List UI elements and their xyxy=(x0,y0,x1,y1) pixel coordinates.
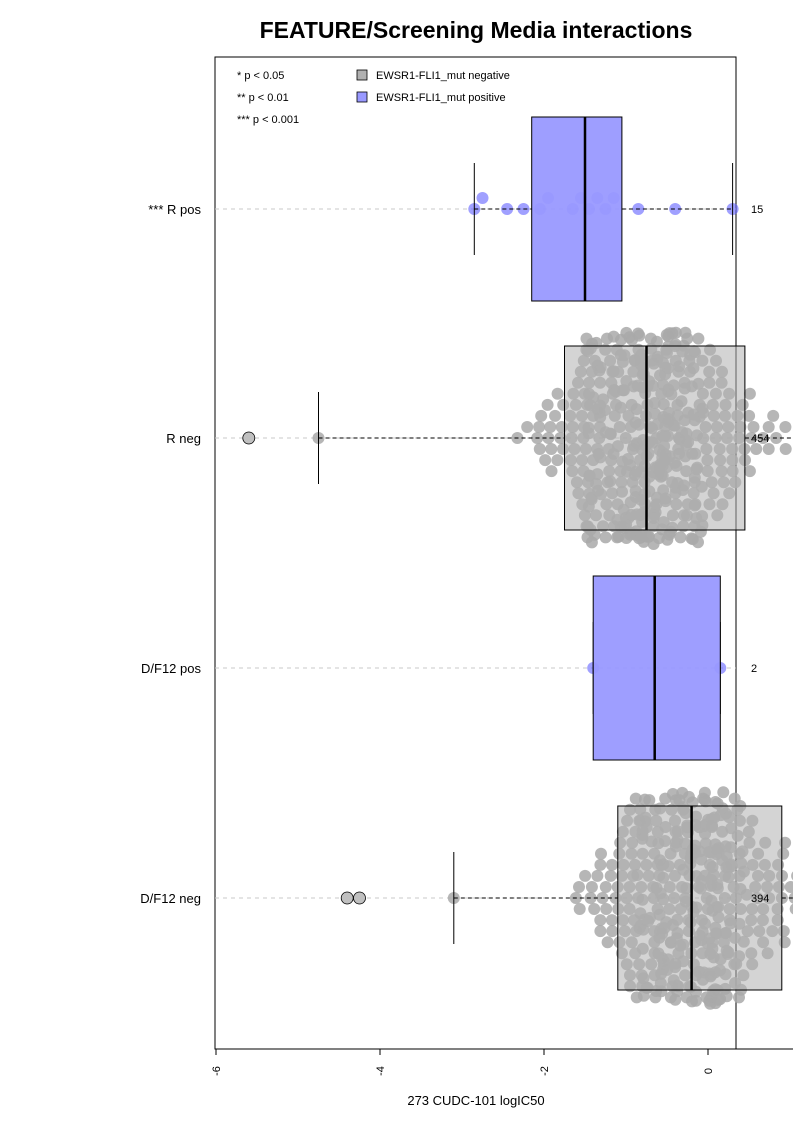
x-tick-label: -2 xyxy=(539,1066,551,1076)
box-layer xyxy=(242,116,793,991)
group-count: 394 xyxy=(751,893,769,905)
legend-swatch xyxy=(356,91,368,103)
data-point xyxy=(650,335,663,348)
data-point xyxy=(743,465,756,478)
significance-legend-item: *** p < 0.001 xyxy=(237,114,299,126)
data-point xyxy=(762,443,775,455)
significance-legend-item: * p < 0.05 xyxy=(237,70,284,82)
data-point xyxy=(600,903,613,915)
data-point xyxy=(779,421,792,433)
data-point xyxy=(779,443,792,455)
data-point xyxy=(573,903,586,915)
data-point xyxy=(594,925,607,938)
x-tick-label: 0 xyxy=(703,1068,715,1074)
data-point xyxy=(669,203,682,215)
box xyxy=(617,805,783,991)
legend-label: EWSR1-FLI1_mut positive xyxy=(376,92,506,104)
data-point xyxy=(604,869,617,882)
box xyxy=(592,575,721,761)
data-point xyxy=(633,329,646,342)
x-axis-label: 273 CUDC-101 logIC50 xyxy=(407,1093,544,1108)
outlier-point xyxy=(353,891,366,905)
group-label: D/F12 pos xyxy=(141,661,201,676)
data-point xyxy=(669,326,682,339)
data-point xyxy=(784,881,793,893)
group-label: *** R pos xyxy=(148,202,201,217)
data-point xyxy=(521,421,534,433)
data-point xyxy=(588,903,601,915)
grid-layer xyxy=(215,208,736,899)
x-axis: -6-4-20246 xyxy=(211,1048,793,1076)
data-point xyxy=(533,443,546,455)
data-point xyxy=(689,994,702,1007)
data-point xyxy=(692,332,705,345)
data-point xyxy=(594,858,607,871)
data-point xyxy=(545,443,558,455)
data-point xyxy=(599,881,612,893)
significance-legend-item: ** p < 0.01 xyxy=(237,92,289,104)
data-point xyxy=(698,786,711,799)
x-tick-label: -4 xyxy=(375,1066,387,1076)
data-point xyxy=(588,528,601,541)
data-point xyxy=(674,531,687,544)
data-point xyxy=(585,881,598,893)
data-point xyxy=(501,203,514,215)
data-point xyxy=(699,795,712,808)
data-point xyxy=(551,387,564,400)
data-point xyxy=(681,332,694,345)
legend-label: EWSR1-FLI1_mut negative xyxy=(376,70,510,82)
data-point xyxy=(720,990,733,1003)
data-point xyxy=(789,903,793,915)
data-point xyxy=(533,421,546,433)
data-point xyxy=(757,432,769,444)
group-label: R neg xyxy=(166,431,201,446)
data-point xyxy=(762,421,775,433)
data-point xyxy=(594,914,607,927)
data-point xyxy=(595,847,607,860)
chart-title: FEATURE/Screening Media interactions xyxy=(260,17,693,43)
group-label: D/F12 neg xyxy=(140,891,201,906)
legend: * p < 0.05 ** p < 0.01 *** p < 0.001 EWSR1-… xyxy=(237,69,510,126)
data-point xyxy=(579,869,592,882)
data-point xyxy=(606,858,618,871)
data-point xyxy=(606,925,619,938)
box xyxy=(531,116,623,302)
data-point xyxy=(541,398,554,411)
data-point xyxy=(745,432,758,444)
data-point xyxy=(535,409,548,422)
data-point xyxy=(643,794,656,807)
data-point xyxy=(476,192,489,204)
data-point xyxy=(542,432,555,444)
data-point xyxy=(686,796,699,809)
legend-swatch xyxy=(356,69,368,81)
data-point xyxy=(545,465,558,478)
group-count: 15 xyxy=(751,204,763,216)
box xyxy=(564,345,746,531)
data-point xyxy=(591,869,604,882)
data-point xyxy=(551,454,564,467)
group-count: 2 xyxy=(751,663,757,675)
data-point xyxy=(747,421,760,433)
data-point xyxy=(767,409,780,422)
data-point xyxy=(601,936,614,949)
data-point xyxy=(629,792,642,805)
data-point xyxy=(573,881,585,893)
outlier-point xyxy=(340,891,354,905)
group-count: 454 xyxy=(751,433,769,445)
data-point xyxy=(743,387,756,400)
x-tick-label: -6 xyxy=(211,1066,223,1076)
data-point xyxy=(599,531,612,544)
data-point xyxy=(717,786,730,799)
data-point xyxy=(692,536,704,549)
data-point xyxy=(549,409,562,422)
outlier-point xyxy=(242,431,256,445)
data-point xyxy=(743,409,756,422)
group-labels: *** R pos 15 R neg 454 D/F12 pos 2 D/F12 neg 39… xyxy=(140,202,769,906)
data-point xyxy=(605,914,618,927)
data-point xyxy=(539,454,552,467)
data-point xyxy=(544,421,557,433)
data-point xyxy=(750,443,763,455)
